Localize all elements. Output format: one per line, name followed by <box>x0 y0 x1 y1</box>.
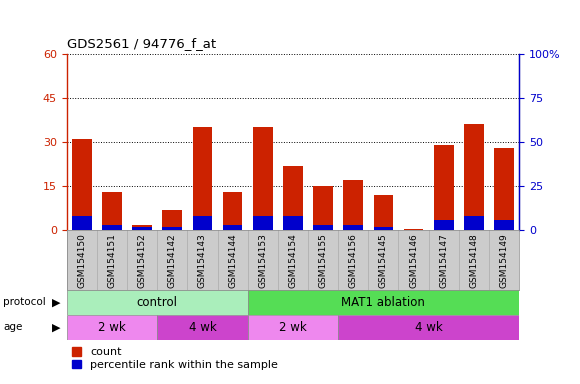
Bar <box>343 225 363 230</box>
Bar <box>343 180 363 230</box>
Bar <box>67 315 157 340</box>
Text: GDS2561 / 94776_f_at: GDS2561 / 94776_f_at <box>67 37 216 50</box>
Bar <box>193 127 212 230</box>
Bar <box>162 210 182 230</box>
Bar <box>374 195 393 230</box>
Bar <box>494 148 514 230</box>
Legend: count, percentile rank within the sample: count, percentile rank within the sample <box>72 347 278 370</box>
Text: GSM154145: GSM154145 <box>379 233 388 288</box>
Text: GSM154149: GSM154149 <box>499 233 509 288</box>
Text: GSM154156: GSM154156 <box>349 233 358 288</box>
Text: GSM154147: GSM154147 <box>439 233 448 288</box>
Bar <box>253 216 273 230</box>
Text: GSM154150: GSM154150 <box>77 233 86 288</box>
Text: ▶: ▶ <box>52 297 61 308</box>
Bar <box>223 192 242 230</box>
Bar <box>374 227 393 230</box>
Text: GSM154153: GSM154153 <box>258 233 267 288</box>
Bar <box>102 225 122 230</box>
Bar <box>102 192 122 230</box>
Bar <box>248 290 519 315</box>
Text: 2 wk: 2 wk <box>279 321 307 334</box>
Text: GSM154155: GSM154155 <box>318 233 328 288</box>
Text: protocol: protocol <box>3 297 46 308</box>
Bar <box>157 315 248 340</box>
Bar <box>72 216 92 230</box>
Bar <box>253 127 273 230</box>
Bar <box>313 186 333 230</box>
Text: control: control <box>137 296 177 309</box>
Text: 4 wk: 4 wk <box>188 321 216 334</box>
Bar <box>464 124 484 230</box>
Text: GSM154143: GSM154143 <box>198 233 207 288</box>
Bar <box>248 315 338 340</box>
Text: GSM154148: GSM154148 <box>469 233 478 288</box>
Text: GSM154154: GSM154154 <box>288 233 298 288</box>
Text: GSM154151: GSM154151 <box>107 233 117 288</box>
Bar <box>434 145 454 230</box>
Text: GSM154142: GSM154142 <box>168 233 177 288</box>
Text: GSM154144: GSM154144 <box>228 233 237 288</box>
Text: ▶: ▶ <box>52 322 61 333</box>
Bar <box>162 227 182 230</box>
Text: MAT1 ablation: MAT1 ablation <box>342 296 425 309</box>
Text: 2 wk: 2 wk <box>98 321 126 334</box>
Bar <box>283 216 303 230</box>
Bar <box>494 220 514 230</box>
Bar <box>72 139 92 230</box>
Text: 4 wk: 4 wk <box>415 321 443 334</box>
Bar <box>132 225 152 230</box>
Bar <box>313 225 333 230</box>
Text: GSM154152: GSM154152 <box>137 233 147 288</box>
Bar <box>434 220 454 230</box>
Bar <box>464 216 484 230</box>
Bar <box>67 290 248 315</box>
Bar <box>404 229 423 230</box>
Text: age: age <box>3 322 22 333</box>
Bar <box>132 227 152 230</box>
Bar <box>223 225 242 230</box>
Text: GSM154146: GSM154146 <box>409 233 418 288</box>
Bar <box>283 166 303 230</box>
Bar <box>193 216 212 230</box>
Bar <box>338 315 519 340</box>
